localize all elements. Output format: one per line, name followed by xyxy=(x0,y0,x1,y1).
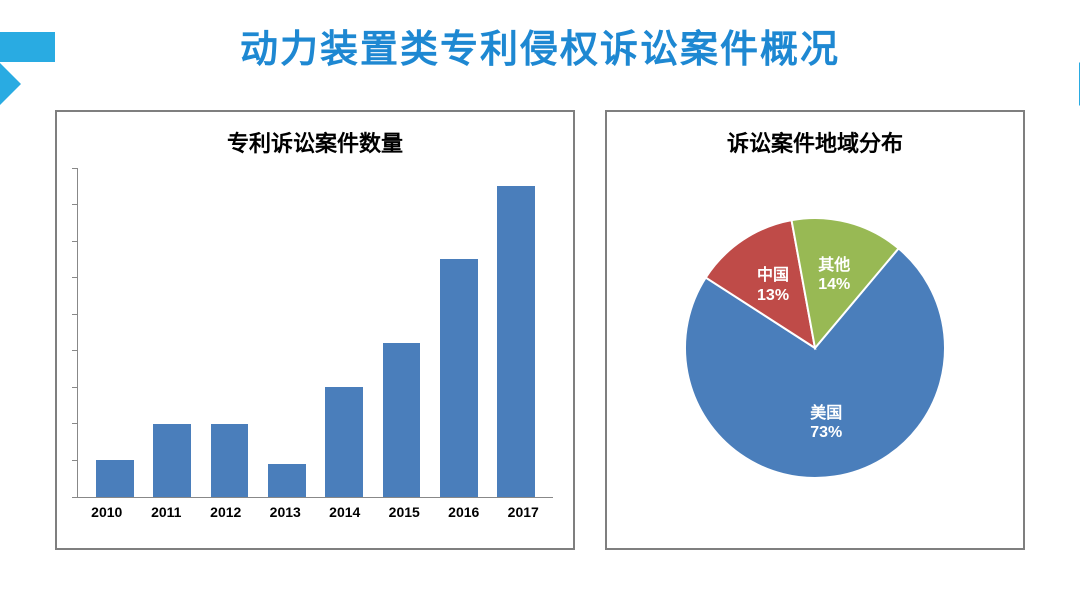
pie-slice-label: 中国13% xyxy=(757,266,789,304)
bar-x-label: 2010 xyxy=(77,504,137,520)
bar-x-label: 2015 xyxy=(375,504,435,520)
bar-slot xyxy=(430,259,487,497)
bar xyxy=(96,460,134,497)
pie-plot-area: 美国73% 中国13% 其他14% xyxy=(607,168,1023,528)
pie-slice-label: 其他14% xyxy=(818,256,850,294)
bar-x-label: 2016 xyxy=(434,504,494,520)
bar-x-labels: 20102011201220132014201520162017 xyxy=(77,504,553,520)
header: 动力装置类专利侵权诉讼案件概况 xyxy=(0,0,1080,90)
bar xyxy=(497,186,535,497)
bar xyxy=(383,343,421,497)
pie-chart-title: 诉讼案件地域分布 xyxy=(607,126,1023,158)
bar-x-label: 2011 xyxy=(137,504,197,520)
bar-slot xyxy=(488,186,545,497)
bar xyxy=(325,387,363,497)
bar-chart-title: 专利诉讼案件数量 xyxy=(57,126,573,158)
bar-slot xyxy=(86,460,143,497)
bar-chart-panel: 专利诉讼案件数量 2010201120122013201420152016201… xyxy=(55,110,575,550)
pie-chart-panel: 诉讼案件地域分布 美国73% 中国13% 其他14% xyxy=(605,110,1025,550)
bar xyxy=(268,464,306,497)
bar-slot xyxy=(201,424,258,497)
bar-x-label: 2013 xyxy=(256,504,316,520)
bar-x-label: 2012 xyxy=(196,504,256,520)
pie-svg xyxy=(675,208,955,488)
bar-slot xyxy=(373,343,430,497)
bar xyxy=(153,424,191,497)
pie-slice-label: 美国73% xyxy=(810,403,842,441)
bar-slot xyxy=(316,387,373,497)
bar-x-label: 2014 xyxy=(315,504,375,520)
bar-plot-area xyxy=(77,168,553,498)
bar xyxy=(440,259,478,497)
page-title: 动力装置类专利侵权诉讼案件概况 xyxy=(240,18,840,73)
charts-row: 专利诉讼案件数量 2010201120122013201420152016201… xyxy=(0,90,1080,550)
bar xyxy=(211,424,249,497)
bars-container xyxy=(78,168,553,497)
bar-slot xyxy=(258,464,315,497)
bar-x-label: 2017 xyxy=(494,504,554,520)
bar-slot xyxy=(143,424,200,497)
